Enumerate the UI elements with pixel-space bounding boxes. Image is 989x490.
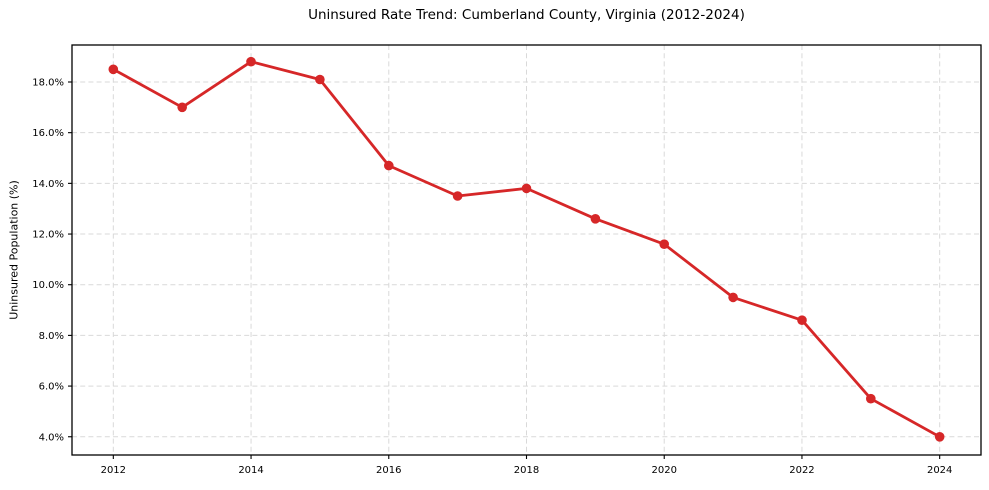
data-point — [934, 432, 945, 442]
chart-title: Uninsured Rate Trend: Cumberland County,… — [308, 7, 745, 23]
x-tick-label: 2018 — [514, 465, 539, 476]
data-points — [108, 56, 945, 442]
x-tick-label: 2024 — [927, 465, 952, 476]
y-tick-label: 12.0% — [32, 230, 64, 241]
y-tick-label: 10.0% — [32, 280, 64, 291]
x-tick-label: 2012 — [101, 465, 126, 476]
x-tick-label: 2020 — [652, 465, 677, 476]
data-point — [384, 160, 394, 171]
tick-marks — [68, 81, 941, 459]
y-axis-label: Uninsured Population (%) — [7, 180, 21, 320]
data-point — [797, 315, 807, 326]
data-point — [590, 214, 601, 224]
data-point — [452, 191, 463, 201]
y-tick-label: 4.0% — [39, 432, 64, 443]
y-tick-label: 8.0% — [39, 331, 64, 342]
tick-labels: 2012 2014 2016 2018 2020 2022 2024 4.0% 6.0% 8.0%… — [32, 77, 952, 476]
data-point — [521, 183, 532, 194]
data-point — [659, 239, 669, 249]
y-tick-label: 16.0% — [32, 128, 64, 139]
data-point — [246, 56, 256, 67]
data-point — [728, 292, 738, 303]
x-tick-label: 2016 — [376, 465, 401, 476]
trend-line — [111, 60, 942, 439]
data-point — [177, 102, 187, 113]
data-point — [315, 74, 325, 85]
y-tick-label: 14.0% — [32, 179, 64, 190]
data-point — [866, 393, 876, 404]
y-tick-label: 18.0% — [32, 77, 64, 88]
y-tick-label: 6.0% — [39, 382, 64, 393]
data-point — [108, 64, 119, 75]
x-tick-label: 2014 — [238, 465, 263, 476]
plot-border — [71, 44, 982, 456]
grid — [72, 45, 981, 455]
x-tick-label: 2022 — [789, 465, 814, 476]
